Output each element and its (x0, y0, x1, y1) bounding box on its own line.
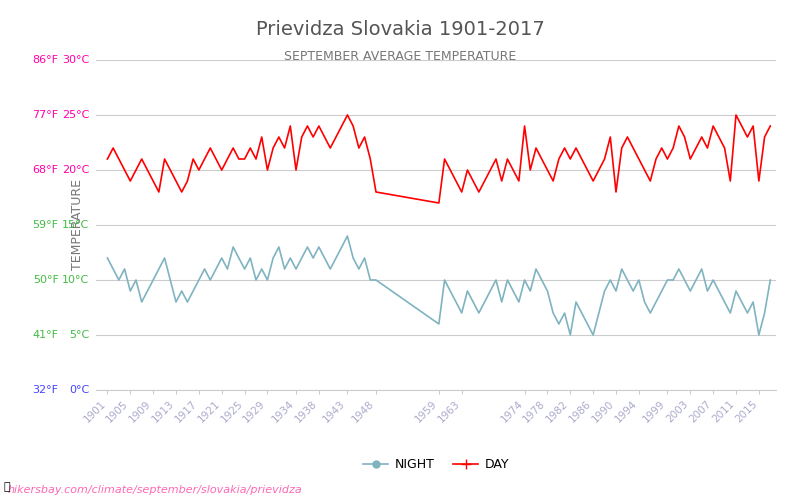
Text: 15°C: 15°C (62, 220, 90, 230)
Text: 5°C: 5°C (69, 330, 90, 340)
Text: 0°C: 0°C (69, 385, 90, 395)
Text: 30°C: 30°C (62, 55, 90, 65)
Text: 77°F: 77°F (33, 110, 58, 120)
Text: SEPTEMBER AVERAGE TEMPERATURE: SEPTEMBER AVERAGE TEMPERATURE (284, 50, 516, 63)
Text: 20°C: 20°C (62, 165, 90, 175)
Text: 📍: 📍 (4, 482, 10, 492)
Text: 10°C: 10°C (62, 275, 90, 285)
Text: hikersbay.com/climate/september/slovakia/prievidza: hikersbay.com/climate/september/slovakia… (8, 485, 302, 495)
Text: 41°F: 41°F (33, 330, 58, 340)
Legend: NIGHT, DAY: NIGHT, DAY (358, 453, 514, 476)
Text: 32°F: 32°F (33, 385, 58, 395)
Text: 59°F: 59°F (33, 220, 58, 230)
Y-axis label: TEMPERATURE: TEMPERATURE (71, 180, 84, 270)
Text: 25°C: 25°C (62, 110, 90, 120)
Text: 68°F: 68°F (33, 165, 58, 175)
Text: 86°F: 86°F (33, 55, 58, 65)
Text: Prievidza Slovakia 1901-2017: Prievidza Slovakia 1901-2017 (256, 20, 544, 39)
Text: 50°F: 50°F (33, 275, 58, 285)
